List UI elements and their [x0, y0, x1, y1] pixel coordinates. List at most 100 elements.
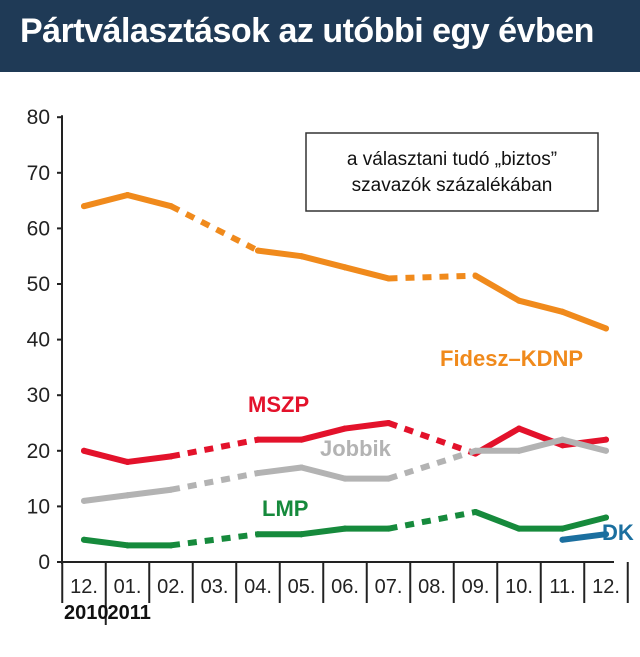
- data-point: [559, 442, 566, 449]
- series-label: Fidesz–KDNP: [440, 346, 583, 371]
- series-segment-jobbik: [170, 470, 259, 493]
- axes: 0 10 20 30 40 50 60 70 80 12. 01. 02. 03. 04. 05. 06. 07…: [27, 106, 629, 625]
- series-segment-jobbik: [81, 492, 131, 504]
- y-tick-label: 10: [27, 495, 50, 518]
- x-tick-label: 08.: [418, 576, 446, 598]
- series-label: DK: [602, 520, 634, 545]
- y-tick-label: 70: [27, 162, 50, 185]
- series-segment-fideszkdnp: [559, 308, 609, 332]
- data-point: [168, 453, 174, 460]
- series-segment-jobbik: [298, 464, 348, 482]
- data-point: [342, 475, 348, 482]
- data-point: [255, 470, 261, 477]
- x-tick-label: 04.: [244, 576, 272, 598]
- data-point: [255, 436, 261, 443]
- series-segment-fideszkdnp: [516, 297, 566, 315]
- series-labels: Fidesz–KDNP MSZP Jobbik LMP DK: [248, 346, 634, 545]
- data-point: [124, 492, 131, 499]
- data-point: [168, 203, 174, 210]
- data-point: [516, 297, 522, 304]
- series-lines: [81, 192, 609, 549]
- data-point: [516, 525, 522, 532]
- data-point: [298, 531, 305, 538]
- series-segment-mszp: [298, 425, 348, 443]
- x-tick-label: 12.: [70, 576, 98, 598]
- data-point: [472, 272, 479, 279]
- annotation-line: a választani tudó „biztos”: [347, 149, 557, 170]
- data-point: [168, 542, 174, 549]
- x-tick-label: 05.: [288, 576, 316, 598]
- data-point: [385, 475, 392, 482]
- series-segment-fideszkdnp: [255, 247, 305, 260]
- x-tick-label: 12.: [592, 576, 620, 598]
- series-label: LMP: [262, 496, 308, 521]
- y-tick-label: 30: [27, 384, 50, 407]
- x-tick-label: 03.: [201, 576, 229, 598]
- series-segment-lmp: [559, 514, 609, 532]
- data-point: [124, 192, 131, 199]
- data-point: [385, 525, 392, 532]
- data-point: [559, 536, 566, 543]
- x-tick-label: 02.: [157, 576, 185, 598]
- data-point: [81, 203, 87, 210]
- series-segment-fideszkdnp: [298, 253, 348, 271]
- data-point: [124, 542, 131, 549]
- series-segment-mszp: [170, 436, 259, 460]
- x-tick-label: 11.: [549, 576, 575, 598]
- series-segment-lmp: [387, 509, 477, 532]
- data-point: [81, 447, 87, 454]
- data-point: [81, 497, 87, 504]
- series-segment-fideszkdnp: [472, 272, 522, 304]
- y-tick-label: 60: [27, 217, 50, 240]
- y-tick-label: 40: [27, 329, 50, 352]
- data-point: [472, 508, 479, 515]
- data-point: [298, 436, 305, 443]
- data-point: [255, 531, 261, 538]
- series-segment-mszp: [387, 420, 477, 457]
- series-segment-jobbik: [124, 486, 174, 499]
- x-tick-label: 06.: [331, 576, 359, 598]
- data-point: [603, 447, 609, 454]
- series-segment-lmp: [170, 531, 259, 549]
- series-segment-jobbik: [559, 436, 609, 454]
- series-segment-fideszkdnp: [342, 264, 392, 282]
- data-point: [342, 264, 348, 271]
- data-point: [298, 253, 305, 260]
- data-point: [559, 436, 566, 443]
- series-segment-fideszkdnp: [388, 272, 476, 282]
- y-tick-label: 20: [27, 440, 50, 463]
- data-point: [385, 275, 392, 282]
- data-point: [603, 514, 609, 521]
- y-tick-label: 80: [27, 106, 50, 129]
- x-tick-label: 07.: [375, 576, 403, 598]
- year-label: 2011: [108, 602, 151, 624]
- data-point: [81, 536, 87, 543]
- series-segment-dk: [559, 531, 609, 543]
- x-tick-label: 09.: [462, 576, 490, 598]
- series-segment-mszp: [342, 420, 392, 432]
- series-segment-lmp: [81, 536, 131, 549]
- data-point: [603, 436, 609, 443]
- data-point: [559, 525, 566, 532]
- data-point: [385, 420, 392, 426]
- series-segment-jobbik: [387, 447, 477, 482]
- series-label: MSZP: [248, 392, 309, 417]
- series-segment-jobbik: [516, 436, 566, 454]
- data-point: [559, 308, 566, 315]
- data-point: [516, 447, 522, 454]
- x-tick-label: 01.: [114, 576, 142, 598]
- data-point: [603, 325, 609, 332]
- data-point: [342, 425, 348, 432]
- data-point: [255, 247, 261, 254]
- title-bar: Pártválasztások az utóbbi egy évben: [0, 0, 640, 72]
- series-segment-lmp: [298, 525, 348, 538]
- data-point: [168, 486, 174, 493]
- year-label: 2010: [64, 602, 109, 624]
- series-label: Jobbik: [320, 436, 392, 461]
- y-tick-label: 0: [38, 551, 50, 574]
- series-segment-fideszkdnp: [169, 203, 260, 254]
- annotation-frame: [305, 132, 599, 212]
- series-segment-jobbik: [255, 464, 305, 477]
- data-point: [298, 464, 305, 471]
